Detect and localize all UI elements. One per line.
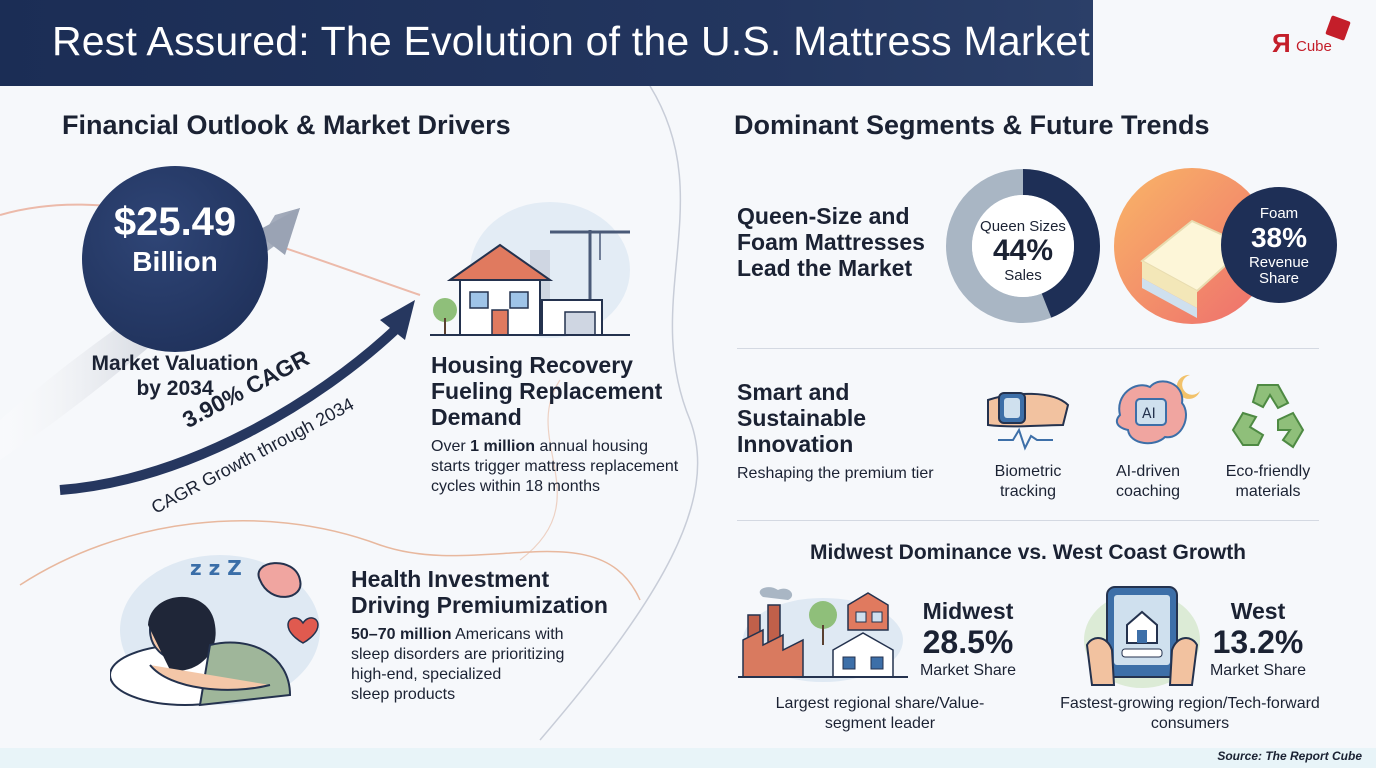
queen-size-donut bbox=[946, 169, 1100, 323]
west-caption-line1: Fastest-growing region/Tech-forward bbox=[1060, 695, 1320, 712]
valuation-caption-line1: Market Valuation bbox=[91, 352, 259, 375]
smart-tablet-icon bbox=[1084, 586, 1200, 688]
segments-title-line1: Queen-Size and bbox=[737, 203, 910, 229]
housing-text-rest: annual housing bbox=[535, 438, 649, 455]
innovation-item-2-line2: coaching bbox=[1115, 483, 1181, 500]
health-text-rest: Americans with bbox=[451, 626, 564, 643]
housing-text-line1: Over 1 million annual housing bbox=[431, 437, 648, 457]
queen-value: 44% bbox=[992, 234, 1054, 267]
foam-label-top: Foam bbox=[1259, 205, 1299, 222]
header-bar bbox=[0, 0, 1093, 86]
footer-bar bbox=[0, 748, 1376, 768]
health-text-line1: 50–70 million Americans with bbox=[351, 625, 564, 645]
svg-text:AI: AI bbox=[1142, 406, 1156, 422]
queen-label-bottom: Sales bbox=[1004, 267, 1042, 284]
west-caption-line2: consumers bbox=[1150, 715, 1230, 732]
innovation-title-line2: Sustainable bbox=[737, 405, 867, 431]
housing-title-line1: Housing Recovery bbox=[431, 352, 633, 378]
innovation-item-3-line2: materials bbox=[1235, 483, 1301, 500]
right-section-title: Dominant Segments & Future Trends bbox=[734, 110, 1210, 140]
housing-title-line3: Demand bbox=[431, 404, 522, 430]
midwest-label: Market Share bbox=[919, 662, 1017, 679]
health-text-line2: sleep disorders are prioritizing bbox=[351, 646, 565, 663]
logo-text: Cube bbox=[1296, 38, 1332, 55]
queen-share-arc bbox=[946, 169, 1100, 323]
valuation-value: $25.49 bbox=[113, 200, 237, 244]
health-title-line1: Health Investment bbox=[351, 566, 550, 592]
innovation-item-3-line1: Eco-friendly bbox=[1225, 463, 1311, 480]
foam-label-line2: Revenue bbox=[1248, 254, 1310, 271]
divider bbox=[737, 348, 1319, 349]
midwest-name: Midwest bbox=[922, 598, 1014, 624]
page-title: Rest Assured: The Evolution of the U.S. … bbox=[52, 18, 1090, 64]
ai-brain-icon: AI bbox=[1115, 374, 1200, 445]
foam-mattress-icon bbox=[1114, 168, 1270, 324]
housing-text-prefix: Over bbox=[431, 438, 471, 455]
foam-value: 38% bbox=[1250, 222, 1308, 253]
valuation-unit: Billion bbox=[132, 246, 218, 277]
queen-label-top: Queen Sizes bbox=[980, 218, 1066, 235]
sleeping-woman-icon: z z Z bbox=[110, 555, 320, 707]
midwest-caption-line1: Largest regional share/Value- bbox=[775, 695, 985, 712]
brand-logo: Я Cube bbox=[1268, 15, 1358, 62]
health-text-bold: 50–70 million bbox=[351, 626, 452, 643]
innovation-title-line3: Innovation bbox=[737, 431, 854, 457]
divider bbox=[737, 520, 1319, 521]
west-value: 13.2% bbox=[1212, 624, 1304, 660]
valuation-caption-line2: by 2034 bbox=[136, 377, 214, 400]
source-note: Source: The Report Cube bbox=[1217, 749, 1362, 763]
west-label: Market Share bbox=[1209, 662, 1307, 679]
svg-text:z z Z: z z Z bbox=[190, 556, 242, 580]
health-text-line3: high-end, specialized bbox=[351, 666, 502, 683]
logo-letter: Я bbox=[1272, 28, 1291, 58]
segments-title-line3: Lead the Market bbox=[737, 255, 913, 281]
smartwatch-icon bbox=[987, 392, 1070, 451]
health-text-line4: sleep products bbox=[351, 686, 456, 703]
housing-text-line3: cycles within 18 months bbox=[431, 478, 600, 495]
cube-icon bbox=[1325, 15, 1351, 41]
midwest-value: 28.5% bbox=[922, 624, 1014, 660]
foam-share-donut bbox=[1221, 187, 1337, 303]
house-with-crane-icon bbox=[430, 202, 630, 338]
midwest-caption-line2: segment leader bbox=[824, 715, 936, 732]
innovation-item-1-line1: Biometric bbox=[994, 463, 1062, 480]
innovation-item-2-line1: AI-driven bbox=[1115, 463, 1181, 480]
segments-title-line2: Foam Mattresses bbox=[737, 229, 925, 255]
health-title-line2: Driving Premiumization bbox=[351, 592, 608, 618]
west-name: West bbox=[1230, 598, 1286, 624]
housing-text-line2: starts trigger mattress replacement bbox=[431, 458, 679, 475]
housing-text-bold: 1 million bbox=[470, 438, 536, 455]
foam-label-line3: Share bbox=[1258, 270, 1300, 287]
left-section-title: Financial Outlook & Market Drivers bbox=[62, 110, 511, 140]
regions-title: Midwest Dominance vs. West Coast Growth bbox=[809, 541, 1247, 564]
innovation-title-line1: Smart and bbox=[737, 379, 850, 405]
innovation-subtitle: Reshaping the premium tier bbox=[737, 465, 934, 482]
innovation-item-1-line2: tracking bbox=[999, 483, 1057, 500]
factory-town-icon bbox=[738, 587, 908, 682]
housing-title-line2: Fueling Replacement bbox=[431, 378, 663, 404]
recycle-icon bbox=[1231, 384, 1305, 449]
valuation-circle bbox=[82, 166, 268, 352]
